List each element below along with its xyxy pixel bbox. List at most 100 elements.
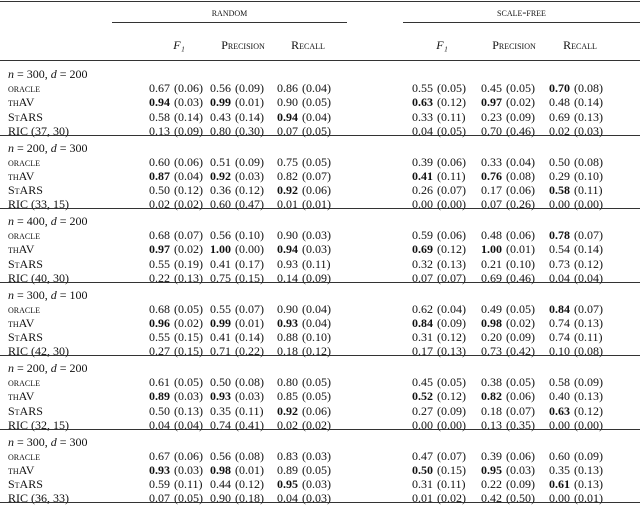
cell-mean: 0.07: [149, 491, 170, 506]
cell-sd: (0.06): [174, 154, 203, 169]
table-cell: 0.41 (0.17): [210, 257, 264, 271]
table-cell: 0.48 (0.06): [481, 228, 535, 242]
table-cell: 0.31 (0.12): [412, 330, 466, 344]
cell-sd: (0.09): [574, 375, 603, 389]
table-cell: 0.74 (0.41): [210, 418, 264, 432]
table-cell: 0.93 (0.11): [277, 257, 331, 271]
table-cell: 0.33 (0.04): [481, 155, 535, 169]
cell-sd: (0.05): [437, 375, 466, 389]
cell-mean: 0.69: [481, 270, 502, 285]
table-cell: 0.80 (0.05): [277, 375, 331, 389]
cell-mean: 0.58: [549, 375, 570, 389]
cell-mean: 0.93: [149, 462, 170, 477]
cell-sd: (0.11): [574, 330, 603, 345]
method-name: RIC (32, 15): [8, 417, 69, 432]
cell-sd: (0.01): [302, 197, 331, 212]
table-cell: 0.00 (0.00): [549, 197, 603, 211]
cell-mean: 0.55: [149, 330, 170, 345]
cell-mean: 0.71: [210, 344, 231, 359]
cell-sd: (0.07): [437, 183, 466, 198]
table-cell: 0.61 (0.05): [149, 375, 203, 389]
cell-mean: 0.75: [210, 270, 231, 285]
cell-mean: 0.22: [481, 477, 502, 492]
table-cell: 0.55 (0.05): [412, 81, 466, 95]
cell-sd: (0.47): [235, 197, 264, 212]
cell-sd: (0.18): [235, 491, 264, 506]
table-cell: 0.07 (0.05): [277, 124, 331, 138]
table-cell: 0.39 (0.06): [481, 449, 535, 463]
cell-sd: (0.10): [506, 256, 535, 271]
group-label: n = 400, d = 200: [8, 214, 88, 228]
cell-sd: (0.05): [506, 301, 535, 316]
method-name: RIC (37, 30): [8, 123, 69, 138]
cell-mean: 0.84: [549, 301, 570, 316]
cell-mean: 0.88: [277, 330, 298, 345]
table-cell: 0.58 (0.11): [549, 183, 603, 197]
method-name: RIC (36, 33): [8, 491, 69, 506]
table-cell: 0.13 (0.35): [481, 418, 535, 432]
cell-mean: 0.70: [549, 81, 570, 95]
cell-mean: 1.00: [481, 242, 502, 257]
table-cell: 0.18 (0.12): [277, 344, 331, 358]
cell-sd: (0.04): [574, 270, 603, 285]
cell-mean: 0.14: [277, 270, 298, 285]
table-cell: 0.73 (0.12): [549, 257, 603, 271]
table-cell: 0.54 (0.14): [549, 242, 603, 256]
cell-sd: (0.04): [174, 417, 203, 432]
method-name: oracle: [8, 375, 40, 389]
table-cell: 0.75 (0.05): [277, 155, 331, 169]
cell-sd: (0.05): [302, 462, 331, 477]
table-cell: 0.01 (0.02): [412, 491, 466, 505]
cell-mean: 0.73: [549, 256, 570, 271]
rule: [0, 134, 640, 136]
cell-mean: 0.41: [210, 256, 231, 271]
cell-mean: 0.55: [210, 301, 231, 316]
cell-mean: 0.39: [481, 448, 502, 463]
table-cell: 0.93 (0.03): [149, 463, 203, 477]
table-cell: 0.92 (0.03): [210, 169, 264, 183]
cell-sd: (0.05): [174, 375, 203, 389]
table-cell: 0.27 (0.09): [412, 404, 466, 418]
cell-mean: 0.49: [481, 301, 502, 316]
cell-sd: (0.46): [506, 270, 535, 285]
cell-mean: 0.55: [149, 256, 170, 271]
cell-sd: (0.08): [235, 448, 264, 463]
cell-mean: 0.92: [210, 168, 231, 183]
cell-mean: 0.83: [277, 448, 298, 463]
cell-sd: (0.05): [302, 123, 331, 138]
cell-mean: 0.84: [412, 315, 433, 330]
cell-sd: (0.08): [574, 154, 603, 169]
cell-sd: (0.07): [235, 301, 264, 316]
cell-mean: 0.00: [412, 197, 433, 212]
cell-mean: 0.10: [549, 344, 570, 359]
table-cell: 0.49 (0.05): [481, 302, 535, 316]
table-cell: 0.33 (0.11): [412, 110, 466, 124]
table-cell: 0.48 (0.14): [549, 95, 603, 109]
table-cell: 0.45 (0.05): [481, 81, 535, 95]
table-cell: 0.89 (0.03): [149, 389, 203, 403]
table-cell: 0.60 (0.06): [149, 155, 203, 169]
cell-mean: 0.01: [412, 491, 433, 506]
cell-mean: 0.60: [549, 448, 570, 463]
table-cell: 0.36 (0.12): [210, 183, 264, 197]
cell-sd: (0.04): [302, 301, 331, 316]
cell-sd: (0.01): [506, 242, 535, 257]
cell-sd: (0.05): [302, 95, 331, 110]
cell-sd: (0.07): [437, 270, 466, 285]
cell-sd: (0.46): [506, 123, 535, 138]
cell-mean: 0.74: [210, 417, 231, 432]
cell-sd: (0.00): [437, 197, 466, 212]
table-cell: 0.60 (0.47): [210, 197, 264, 211]
table-cell: 0.07 (0.07): [412, 271, 466, 285]
table-cell: 0.69 (0.13): [549, 110, 603, 124]
cell-mean: 0.61: [549, 477, 570, 492]
cell-mean: 0.98: [210, 462, 231, 477]
cell-sd: (0.03): [302, 477, 331, 492]
method-name: StARS: [8, 183, 43, 198]
cell-sd: (0.12): [235, 477, 264, 492]
cell-sd: (0.06): [302, 183, 331, 198]
rule: [0, 502, 640, 503]
cell-sd: (0.12): [437, 389, 466, 404]
cell-mean: 0.56: [210, 448, 231, 463]
table-cell: 0.63 (0.12): [549, 404, 603, 418]
